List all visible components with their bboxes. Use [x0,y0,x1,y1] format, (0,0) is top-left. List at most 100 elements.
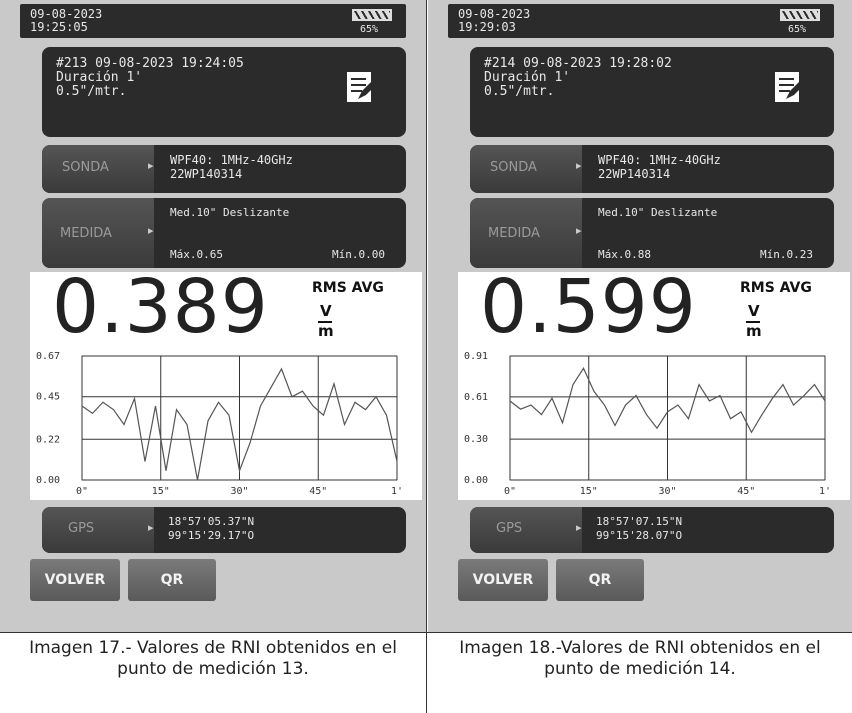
sonda-box: SONDA ▸ WPF40: 1MHz-40GHz 22WP140314 [42,145,406,193]
arrow: ▸ [576,159,582,172]
sonda-label-box: SONDA [42,145,154,193]
x-tick-label: 30" [230,486,248,497]
button[interactable]: VOLVER [458,559,548,601]
y-tick-label: 0.91 [464,351,488,362]
x-tick-label: 30" [658,486,676,497]
unit-num: V [320,302,332,320]
medida-label-box: MEDIDA [470,198,582,268]
arrow: ▸ [148,224,154,237]
reading-value: 0.389 [52,264,269,350]
waveform [509,367,826,434]
y-tick-label: 0.00 [36,475,60,486]
medida-box: MEDIDA ▸ Med.10" Deslizante Máx.0.88 Mín.0.2… [470,198,834,268]
unit-den: m [746,322,762,340]
battery: 65% [788,24,807,35]
medida-line1: Med.10" Deslizante [170,206,290,219]
button[interactable]: QR [556,559,644,601]
reading-mode: RMS AVG [740,280,812,296]
button[interactable]: QR [128,559,216,601]
device-screen: 09-08-2023 19:29:03 65% #214 09-08-2023 19:… [428,0,852,632]
x-tick-label: 15" [152,486,170,497]
record-line3: 0.5"/mtr. [56,84,127,99]
record-line1: #214 09-08-2023 19:28:02 [484,56,672,71]
waveform [81,367,398,481]
medida-min: Mín.0.00 [332,248,385,261]
record-box: #213 09-08-2023 19:24:05 Duración 1' 0.5"/… [42,47,406,137]
divider [426,0,427,713]
sonda-box: SONDA ▸ WPF40: 1MHz-40GHz 22WP140314 [470,145,834,193]
x-tick-label: 15" [580,486,598,497]
gps-box: GPS ▸ 18°57'05.37"N 99°15'29.17"O [42,507,406,553]
caption-rule [0,632,852,633]
battery-icon [352,9,392,21]
x-tick-label: 1' [391,486,403,497]
date: 09-08-2023 [458,7,531,21]
caption: Imagen 17.- Valores de RNI obtenidos en … [29,638,397,679]
battery: 65% [360,24,379,35]
gps-lat: 18°57'05.37"N [168,515,255,528]
sonda-label: SONDA [62,160,109,175]
medida-label: MEDIDA [488,226,540,241]
x-tick-label: 0" [504,486,516,497]
arrow: ▸ [576,224,582,237]
medida-min: Mín.0.23 [760,248,813,261]
gps-label-box: GPS [470,507,582,553]
medida-box: MEDIDA ▸ Med.10" Deslizante Máx.0.65 Mín.0.0… [42,198,406,268]
reading-value: 0.599 [480,264,697,350]
y-tick-label: 0.30 [464,434,488,445]
y-tick-label: 0.22 [36,434,60,445]
y-tick-label: 0.45 [36,392,60,403]
x-tick-label: 45" [737,486,755,497]
status-bar: 09-08-2023 19:25:05 65% [20,4,406,38]
edit-icon [342,67,382,107]
y-tick-label: 0.00 [464,475,488,486]
sonda-line1: WPF40: 1MHz-40GHz [170,153,293,167]
y-tick-label: 0.67 [36,351,60,362]
medida-max: Máx.0.65 [170,248,223,261]
gps-box: GPS ▸ 18°57'07.15"N 99°15'28.07"O [470,507,834,553]
medida-label-box: MEDIDA [42,198,154,268]
x-tick-label: 1' [819,486,831,497]
arrow: ▸ [148,159,154,172]
gps-lat: 18°57'07.15"N [596,515,683,528]
device-screen: 09-08-2023 19:25:05 65% #213 09-08-2023 19:… [0,0,426,632]
x-tick-label: 45" [309,486,327,497]
y-tick-label: 0.61 [464,392,488,403]
time: 19:29:03 [458,20,516,34]
gps-lon: 99°15'28.07"O [596,529,683,542]
button[interactable]: VOLVER [30,559,120,601]
gps-label: GPS [496,521,523,536]
record-line1: #213 09-08-2023 19:24:05 [56,56,244,71]
chart: 0.00 0.22 0.45 0.67 0" 15" 30" 45" 1' [36,351,403,497]
gps-label-box: GPS [42,507,154,553]
unit-den: m [318,322,334,340]
status-bar: 09-08-2023 19:29:03 65% [448,4,834,38]
time: 19:25:05 [30,20,88,34]
record-line2: Duración 1' [56,70,143,85]
medida-max: Máx.0.88 [598,248,651,261]
unit-bar [318,321,332,323]
chart: 0.00 0.30 0.61 0.91 0" 15" 30" 45" 1' [464,351,831,497]
gps-label: GPS [68,521,95,536]
edit-icon [770,67,810,107]
sonda-label-box: SONDA [470,145,582,193]
sonda-line2: 22WP140314 [170,167,243,181]
sonda-line2: 22WP140314 [598,167,671,181]
arrow: ▸ [576,521,582,534]
unit-bar [746,321,760,323]
record-box: #214 09-08-2023 19:28:02 Duración 1' 0.5"/… [470,47,834,137]
gps-lon: 99°15'29.17"O [168,529,255,542]
sonda-label: SONDA [490,160,537,175]
arrow: ▸ [148,521,154,534]
medida-line1: Med.10" Deslizante [598,206,718,219]
x-tick-label: 0" [76,486,88,497]
record-line2: Duración 1' [484,70,571,85]
reading-mode: RMS AVG [312,280,384,296]
medida-label: MEDIDA [60,226,112,241]
caption: Imagen 18.-Valores de RNI obtenidos en e… [459,638,821,679]
battery-icon [780,9,820,21]
record-line3: 0.5"/mtr. [484,84,555,99]
